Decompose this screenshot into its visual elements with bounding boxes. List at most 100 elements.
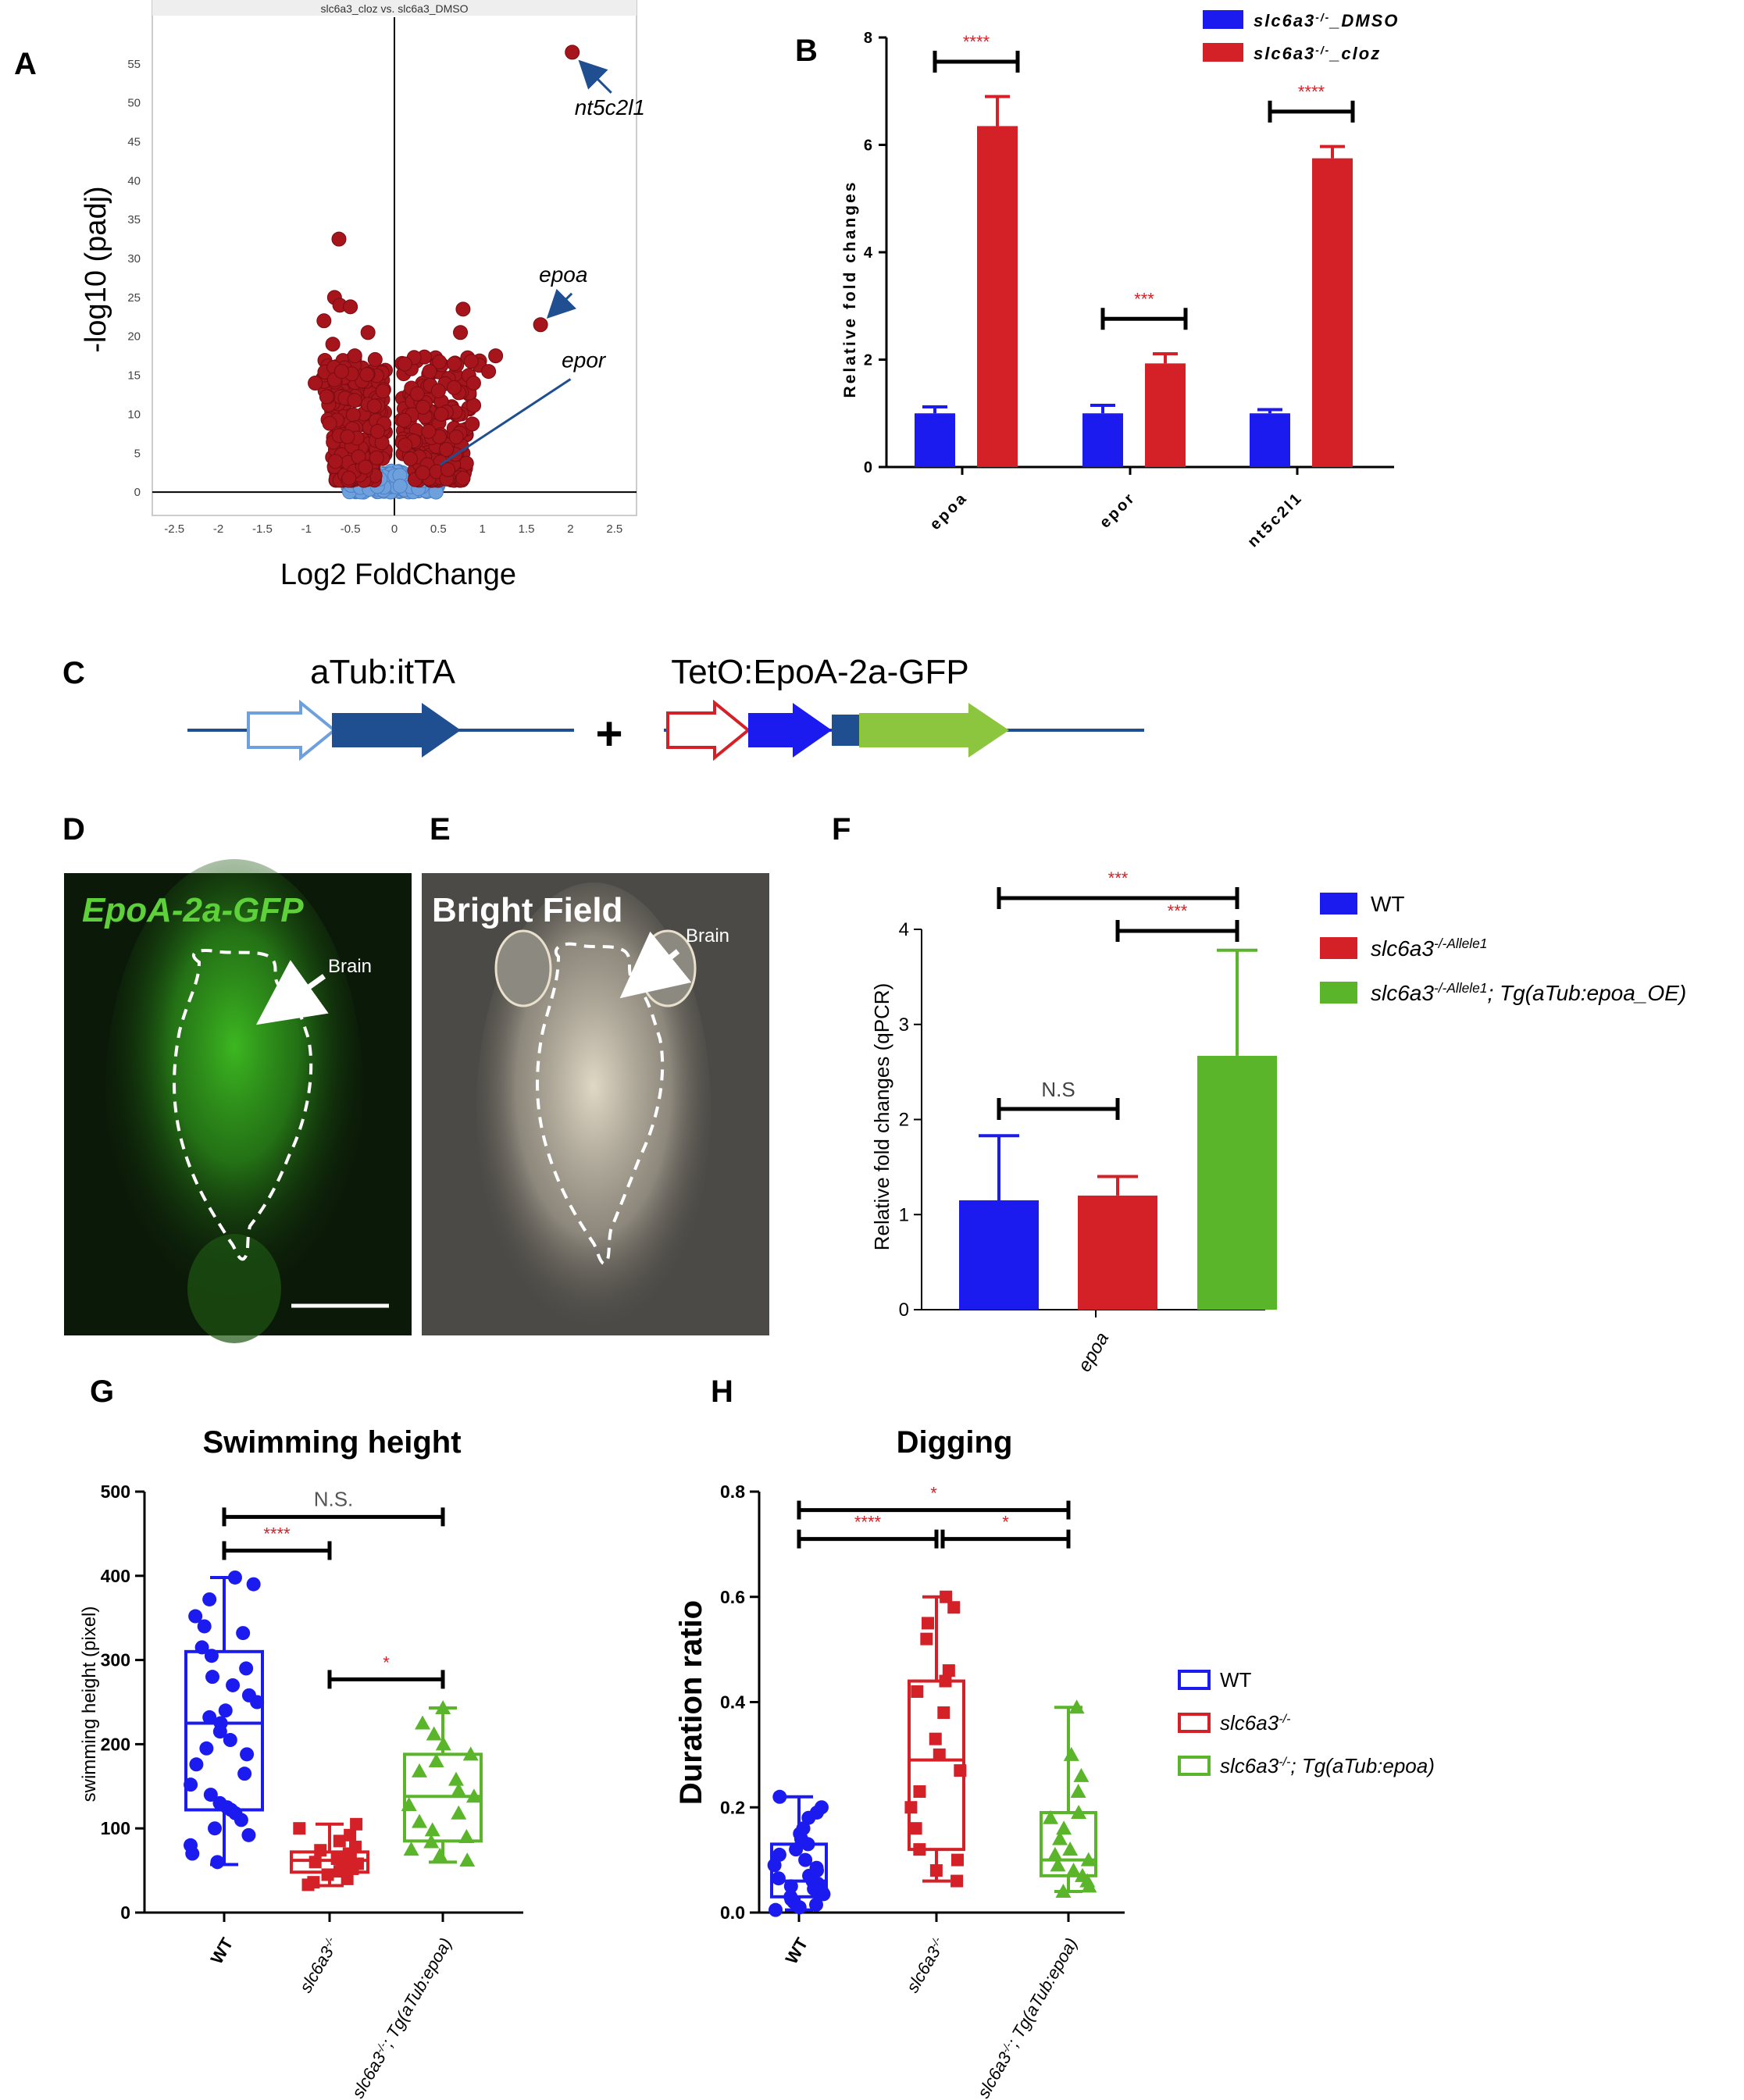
panel-b-x-tick-label: epor: [1097, 489, 1139, 532]
box-sig-label: *: [930, 1484, 937, 1503]
volcano-x-label: Log2 FoldChange: [280, 558, 516, 591]
data-point-square: [921, 1617, 934, 1630]
data-point-triangle: [1080, 1852, 1097, 1866]
panel-b-y-tick-label: 4: [864, 244, 873, 262]
sig-point: [415, 399, 431, 415]
panel-h-legend-swatch: [1178, 1756, 1211, 1776]
data-point-square: [301, 1878, 315, 1891]
box-y-tick-label: 0.0: [720, 1902, 745, 1923]
sig-point: [455, 301, 471, 317]
sig-point: [343, 299, 358, 315]
data-point-circle: [210, 1855, 225, 1870]
panel-f-y-tick-label: 4: [899, 919, 909, 940]
panel-f-legend-swatch: [1320, 982, 1357, 1004]
box-x-tick-label: WT: [207, 1934, 237, 1968]
volcano-y-tick-label: 15: [127, 369, 141, 383]
box-y-tick-label: 0: [120, 1902, 130, 1923]
panel-b-legend-swatch: [1203, 10, 1243, 29]
volcano-y-tick-label: 55: [127, 58, 141, 71]
data-point-square: [911, 1685, 924, 1699]
data-point-circle: [771, 1871, 786, 1886]
data-point-triangle: [1062, 1842, 1079, 1856]
panel-b-legend: slc6a3-/-_DMSO slc6a3-/-_cloz: [1203, 10, 1397, 63]
panel-b-y-tick-label: 8: [864, 30, 872, 47]
data-point-circle: [202, 1592, 217, 1606]
panel-f-legend: WT slc6a3-/-Allele1 slc6a3-/-Allele1; Tg(a…: [1320, 892, 1686, 1005]
panel-letter-g: G: [90, 1374, 114, 1409]
sig-point: [340, 429, 355, 444]
brain-arrow-bf: [619, 931, 692, 999]
data-point-square: [341, 1872, 354, 1885]
data-point-square: [346, 1862, 359, 1875]
volcano-x-tick-label: 2.5: [606, 522, 622, 536]
box-y-tick-label: 400: [101, 1566, 130, 1586]
data-point-circle: [184, 1777, 198, 1792]
volcano-y-tick-label: 25: [127, 291, 141, 305]
data-point-circle: [205, 1670, 219, 1685]
panel-letter-b: B: [795, 34, 818, 68]
panel-b-sig-label: ****: [963, 32, 990, 52]
volcano-y-tick-label: 20: [127, 330, 141, 344]
data-point-square: [308, 1856, 322, 1869]
panel-f-sig-label: ***: [1168, 901, 1188, 921]
panel-b-y-tick-label: 0: [864, 459, 872, 476]
data-point-triangle: [451, 1805, 467, 1820]
panel-b-x-tick-label: epoa: [926, 489, 971, 533]
data-point-square: [942, 1664, 955, 1678]
panel-g-box-plot: Swimming height swimming height (pixel) …: [79, 1425, 523, 2100]
box-y-tick-label: 100: [101, 1818, 130, 1838]
sig-point: [455, 470, 471, 486]
panel-a-volcano-plot: slc6a3_cloz vs. slc6a3_DMSO -2.5 -2 -1.5 -1…: [80, 0, 645, 591]
sig-point: [463, 354, 479, 369]
data-point-square: [321, 1868, 334, 1881]
data-point-circle: [234, 1813, 248, 1827]
sig-point: [439, 441, 455, 457]
sig-point: [375, 383, 391, 399]
sig-point: [465, 376, 481, 391]
gfp-image-label: EpoA-2a-GFP: [82, 891, 304, 929]
data-point-circle: [246, 1577, 261, 1592]
data-point-triangle: [1065, 1863, 1082, 1877]
panel-b-bar: [915, 413, 955, 467]
sig-point: [447, 356, 462, 372]
volcano-y-tick-label: 40: [127, 174, 141, 187]
sig-point: [565, 45, 580, 60]
sig-point: [308, 376, 323, 391]
panel-b-sig-label: ***: [1134, 289, 1154, 308]
volcano-x-tick-label: 2: [567, 522, 573, 536]
sig-point: [347, 348, 362, 364]
box-sig-label: N.S.: [314, 1487, 354, 1510]
data-point-circle: [227, 1570, 242, 1585]
panel-f-x-tick-label: epoa: [1074, 1329, 1113, 1376]
box-sig-label: ****: [263, 1524, 291, 1543]
panel-letter-c: C: [62, 656, 85, 690]
sig-point: [331, 231, 347, 247]
sig-point: [533, 317, 548, 333]
box-x-tick-label: WT: [782, 1934, 812, 1968]
data-point-circle: [202, 1710, 217, 1724]
panel-b-bar: [1312, 158, 1353, 467]
panel-b-bars: [915, 94, 1353, 467]
data-point-triangle: [1052, 1831, 1068, 1845]
data-point-circle: [197, 1619, 212, 1634]
panel-h-legend-label: slc6a3-/-; Tg(aTub:epoa): [1220, 1754, 1435, 1777]
panel-letter-a: A: [14, 47, 37, 81]
gene-arrow-itta: [332, 703, 461, 758]
panel-f-significance: *** *** N.S: [997, 868, 1239, 1120]
data-point-square: [940, 1590, 953, 1603]
data-point-circle: [241, 1827, 256, 1842]
data-point-triangle: [462, 1746, 479, 1761]
volcano-x-tick-label: 0.5: [430, 522, 447, 536]
volcano-y-tick-label: 0: [134, 486, 141, 499]
box-sig-label: ****: [854, 1513, 882, 1532]
data-point-circle: [237, 1767, 252, 1781]
data-point-circle: [223, 1733, 237, 1748]
sig-point: [402, 451, 418, 467]
gene-block-2a: [832, 715, 859, 746]
panel-b-bar: [1145, 363, 1186, 467]
sig-point: [360, 325, 376, 340]
volcano-x-tick-label: -2.5: [164, 522, 184, 536]
volcano-title: slc6a3_cloz vs. slc6a3_DMSO: [320, 2, 468, 15]
data-point-triangle: [1047, 1846, 1063, 1861]
